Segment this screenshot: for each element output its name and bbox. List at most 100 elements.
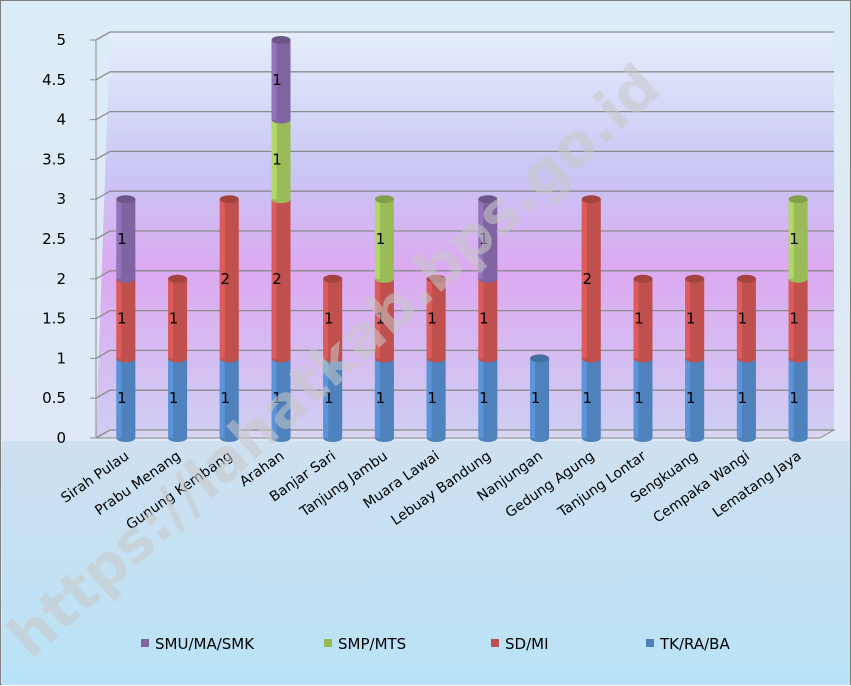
gridline (95, 190, 834, 200)
bar-segment-highlight (116, 358, 122, 438)
y-tick-label: 1.5 (42, 310, 66, 328)
data-label: 1 (479, 230, 489, 248)
legend-item: SD/MI (491, 635, 549, 653)
data-label: 1 (169, 310, 179, 328)
legend-swatch (141, 639, 149, 647)
bar-top-cap (685, 274, 705, 283)
legend-label: SMU/MA/SMK (155, 635, 255, 653)
bar-segment: 1 (116, 195, 136, 283)
bar-segment: 1 (323, 358, 343, 442)
data-label: 1 (686, 389, 696, 407)
bar-segment: 1 (788, 195, 808, 283)
y-tick-label: 5 (56, 31, 66, 49)
bar-segment: 1 (374, 358, 394, 442)
bar-segment: 1 (633, 358, 653, 442)
bar-segment-highlight (788, 278, 794, 359)
data-label: 1 (376, 389, 386, 407)
bar-segment-highlight (581, 199, 587, 359)
bar-segment: 1 (685, 358, 705, 442)
bar-segment-highlight (168, 358, 174, 438)
data-label: 1 (376, 230, 386, 248)
y-tick-label: 0.5 (42, 389, 66, 407)
data-label: 1 (272, 150, 282, 168)
data-label: 1 (427, 310, 437, 328)
bar-segment: 1 (323, 274, 343, 363)
bar-segment-highlight (633, 278, 639, 359)
bar-segment: 1 (788, 358, 808, 442)
legend-swatch (646, 639, 654, 647)
bar-segment: 1 (685, 274, 705, 363)
y-tick-label: 3 (56, 190, 66, 208)
legend-swatch (324, 639, 332, 647)
bar-segment-highlight (374, 278, 380, 359)
bar-segment: 1 (478, 278, 498, 363)
bar-segment-highlight (788, 358, 794, 438)
bar-segment-highlight (478, 358, 484, 438)
data-label: 1 (634, 389, 644, 407)
legend-item: SMU/MA/SMK (141, 635, 255, 653)
bar-segment: 1 (426, 358, 446, 442)
bar-top-cap (736, 274, 756, 283)
bar-segment-highlight (736, 278, 742, 359)
data-label: 1 (634, 310, 644, 328)
bar-segment: 1 (788, 278, 808, 363)
bar-segment: 1 (530, 354, 550, 442)
data-label: 1 (789, 230, 799, 248)
y-tick-label: 3.5 (42, 150, 66, 168)
gridline (95, 150, 834, 160)
legend-item: SMP/MTS (324, 635, 406, 653)
bar-segment: 1 (581, 358, 601, 442)
bar-segment-highlight (426, 358, 432, 438)
y-tick-label: 4 (56, 111, 66, 129)
bar-top-cap (788, 195, 808, 204)
legend-label: SD/MI (505, 635, 549, 653)
legend-label: TK/RA/BA (659, 635, 730, 653)
bar-segment-highlight (271, 119, 277, 200)
bar-top-cap (426, 274, 446, 283)
bar-top-cap (168, 274, 188, 283)
bar-segment-highlight (736, 358, 742, 438)
bar-segment: 1 (271, 358, 291, 442)
data-label: 2 (583, 270, 593, 288)
bar-segment-highlight (168, 278, 174, 359)
data-label: 1 (221, 389, 231, 407)
bar-segment-highlight (116, 278, 122, 359)
data-label: 1 (427, 389, 437, 407)
gridline (95, 71, 834, 81)
bar-segment-highlight (219, 358, 225, 438)
data-label: 1 (117, 310, 127, 328)
data-label: 1 (117, 230, 127, 248)
y-tick-label: 2.5 (42, 230, 66, 248)
bar-segment-highlight (271, 40, 277, 120)
bar-segment: 1 (219, 358, 239, 442)
y-tick-label: 4.5 (42, 71, 66, 89)
bar-segment: 2 (581, 195, 601, 363)
bars: 1 1 1 1 1 1 2 1 2 1 1 1 1 1 1 1 1 1 1 1 1 1 1 2 1 1 1 1 1 1 1 1 1 (116, 36, 808, 442)
data-label: 1 (531, 389, 541, 407)
data-label: 1 (272, 71, 282, 89)
bar-segment: 1 (374, 278, 394, 363)
bar-segment-highlight (685, 278, 691, 359)
bar-segment-highlight (581, 358, 587, 438)
bar-top-cap (478, 195, 498, 204)
data-label: 1 (583, 389, 593, 407)
data-label: 1 (479, 310, 489, 328)
bar-segment-highlight (323, 358, 329, 438)
bar-segment: 1 (168, 274, 188, 363)
data-label: 2 (272, 270, 282, 288)
bar-segment: 1 (736, 274, 756, 363)
bar-top-cap (323, 274, 343, 283)
bar-segment: 1 (633, 274, 653, 363)
data-label: 1 (738, 389, 748, 407)
bar-segment: 2 (271, 199, 291, 363)
bar-segment-highlight (788, 199, 794, 279)
bar-segment-highlight (685, 358, 691, 438)
data-label: 1 (479, 389, 489, 407)
y-tick-label: 1 (56, 349, 66, 367)
y-axis-tick-labels: 0 0.5 1 1.5 2 2.5 3 3.5 4 4.5 5 (42, 31, 66, 447)
bar-segment-highlight (219, 199, 225, 359)
data-label: 1 (324, 310, 334, 328)
bar-top-cap (271, 36, 291, 44)
data-label: 1 (272, 389, 282, 407)
legend-label: SMP/MTS (338, 635, 406, 653)
